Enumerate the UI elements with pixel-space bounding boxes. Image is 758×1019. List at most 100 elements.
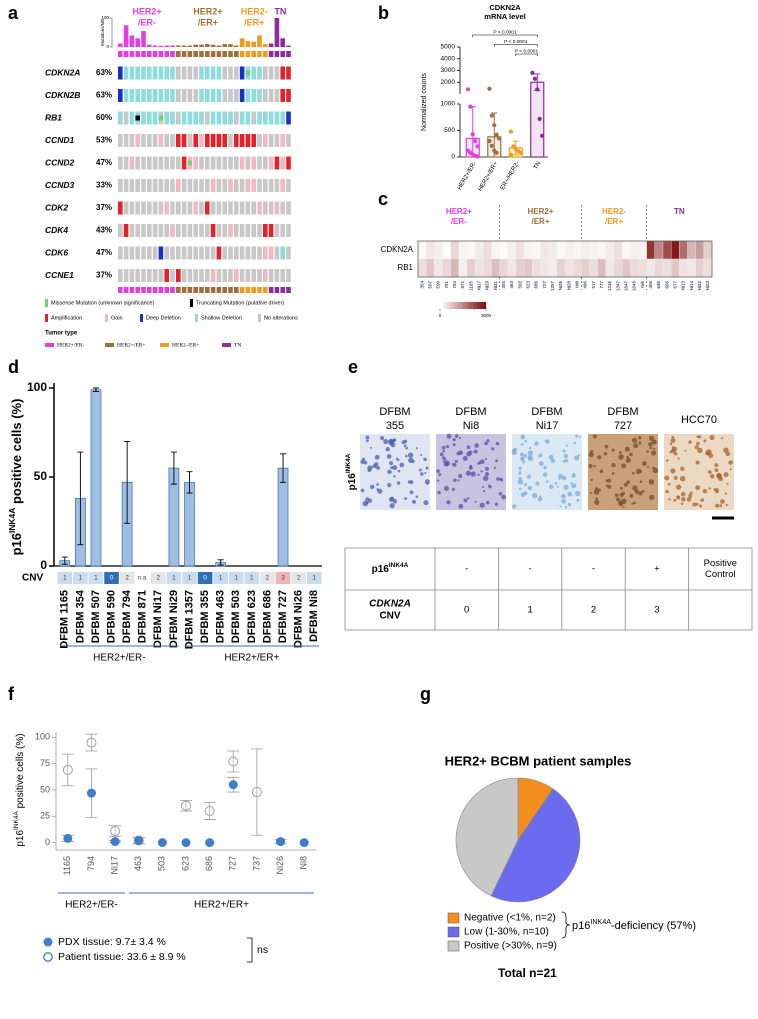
legend-swatch bbox=[195, 314, 198, 322]
cell-nucleus bbox=[594, 499, 600, 505]
cell-nucleus bbox=[543, 466, 547, 470]
tumor-type-cell bbox=[234, 287, 239, 293]
alteration-cell bbox=[193, 201, 198, 215]
axis-title: Normalized counts bbox=[421, 73, 428, 131]
cell-nucleus bbox=[522, 460, 526, 464]
cell-nucleus bbox=[395, 457, 398, 460]
cell-nucleus bbox=[535, 481, 540, 486]
tumor-type-cell bbox=[164, 287, 169, 293]
cell-nucleus bbox=[624, 446, 630, 452]
alteration-cell bbox=[234, 269, 239, 282]
alteration-cell bbox=[222, 111, 227, 125]
heatmap-cell bbox=[605, 240, 615, 260]
tumor-type-cell bbox=[181, 51, 187, 57]
cell-nucleus bbox=[446, 433, 452, 439]
tumor-type-cell bbox=[123, 287, 129, 293]
cell-nucleus bbox=[486, 439, 490, 443]
alteration-cell bbox=[216, 134, 222, 147]
alteration-cell bbox=[199, 156, 204, 170]
alteration-cell bbox=[263, 156, 268, 170]
alteration-cell bbox=[222, 156, 227, 170]
cell-nucleus bbox=[688, 440, 692, 444]
heatmap-cell bbox=[458, 258, 468, 278]
cell-nucleus bbox=[631, 502, 634, 505]
cell-nucleus bbox=[652, 467, 659, 474]
x-tick-label: DFBM Ni29 bbox=[168, 590, 180, 648]
heatmap-cell bbox=[532, 258, 541, 278]
alteration-cell bbox=[118, 89, 123, 102]
gene-percent: 37% bbox=[96, 203, 112, 212]
cell-nucleus bbox=[670, 438, 676, 444]
heatmap-cell bbox=[499, 240, 508, 260]
panel-label: b bbox=[378, 3, 389, 23]
alteration-cell bbox=[205, 111, 210, 125]
cell-nucleus bbox=[386, 454, 392, 459]
tumor-type-cell bbox=[280, 51, 285, 57]
alteration-cell bbox=[251, 111, 256, 125]
cell-nucleus bbox=[390, 466, 394, 470]
alteration-cell bbox=[123, 179, 129, 192]
legend-label: Gain bbox=[111, 315, 123, 321]
alteration-cell bbox=[205, 224, 210, 237]
cell-nucleus bbox=[463, 498, 468, 503]
alteration-cell bbox=[158, 179, 164, 192]
cell-nucleus bbox=[669, 442, 673, 446]
tumor-type-cell bbox=[263, 287, 268, 293]
heatmap-cell bbox=[622, 258, 631, 278]
mutation-bar bbox=[193, 44, 198, 47]
heatmap-cell bbox=[662, 240, 672, 260]
cell-nucleus bbox=[367, 468, 371, 473]
cell-nucleus bbox=[377, 488, 383, 494]
cell-nucleus bbox=[653, 447, 656, 451]
cell-nucleus bbox=[593, 464, 596, 468]
alteration-cell bbox=[239, 201, 245, 215]
column-label: 686 bbox=[534, 281, 539, 289]
alteration-cell bbox=[147, 224, 152, 237]
legend-label: Patient tissue: 33.6 ± 8.9 % bbox=[58, 951, 186, 963]
tumor-type-cell bbox=[210, 287, 216, 293]
cell-nucleus bbox=[626, 455, 629, 459]
alteration-cell bbox=[193, 246, 198, 260]
alteration-cell bbox=[152, 66, 158, 80]
cnv-cell bbox=[151, 572, 166, 584]
point bbox=[530, 70, 535, 75]
cnv-cell bbox=[88, 572, 104, 584]
row-label-part: p16 bbox=[347, 473, 358, 491]
heatmap-cell bbox=[507, 240, 517, 260]
point bbox=[204, 806, 215, 817]
column-label: 463 bbox=[509, 281, 514, 289]
cnv-label: 1 bbox=[79, 576, 83, 582]
alteration-cell bbox=[234, 134, 239, 147]
alteration-cell bbox=[251, 269, 256, 282]
cell-nucleus bbox=[631, 437, 638, 443]
cell-nucleus bbox=[723, 472, 729, 478]
tumor-type-cell bbox=[158, 51, 164, 57]
gene-name: CCNE1 bbox=[45, 270, 74, 280]
cell-nucleus bbox=[629, 493, 634, 498]
cell-nucleus bbox=[558, 477, 561, 480]
tumor-type-cell bbox=[216, 51, 222, 57]
alteration-cell bbox=[187, 201, 193, 215]
tumor-type-cell bbox=[257, 287, 262, 293]
cell-nucleus bbox=[561, 475, 567, 481]
alteration-cell bbox=[245, 111, 251, 125]
alteration-cell bbox=[263, 269, 268, 282]
gene-percent: 33% bbox=[96, 181, 112, 190]
alteration-cell bbox=[257, 66, 262, 80]
alteration-cell bbox=[152, 224, 158, 237]
cell-nucleus bbox=[424, 471, 427, 475]
heatmap-cell bbox=[687, 258, 696, 278]
point bbox=[494, 150, 499, 155]
significance-label: ns bbox=[257, 944, 268, 956]
alteration-cell bbox=[251, 246, 256, 260]
heatmap-cell bbox=[695, 258, 704, 278]
cell-nucleus bbox=[441, 445, 446, 450]
tumor-type-cell bbox=[216, 287, 222, 293]
table-border bbox=[344, 547, 753, 631]
tumor-type-cell bbox=[263, 51, 268, 57]
cnv-label: 1 bbox=[219, 576, 223, 582]
x-tick-label: DFBM 623 bbox=[246, 590, 258, 643]
cell-nucleus bbox=[383, 438, 389, 445]
alteration-cell bbox=[187, 134, 193, 147]
mutation-bar bbox=[141, 31, 146, 47]
